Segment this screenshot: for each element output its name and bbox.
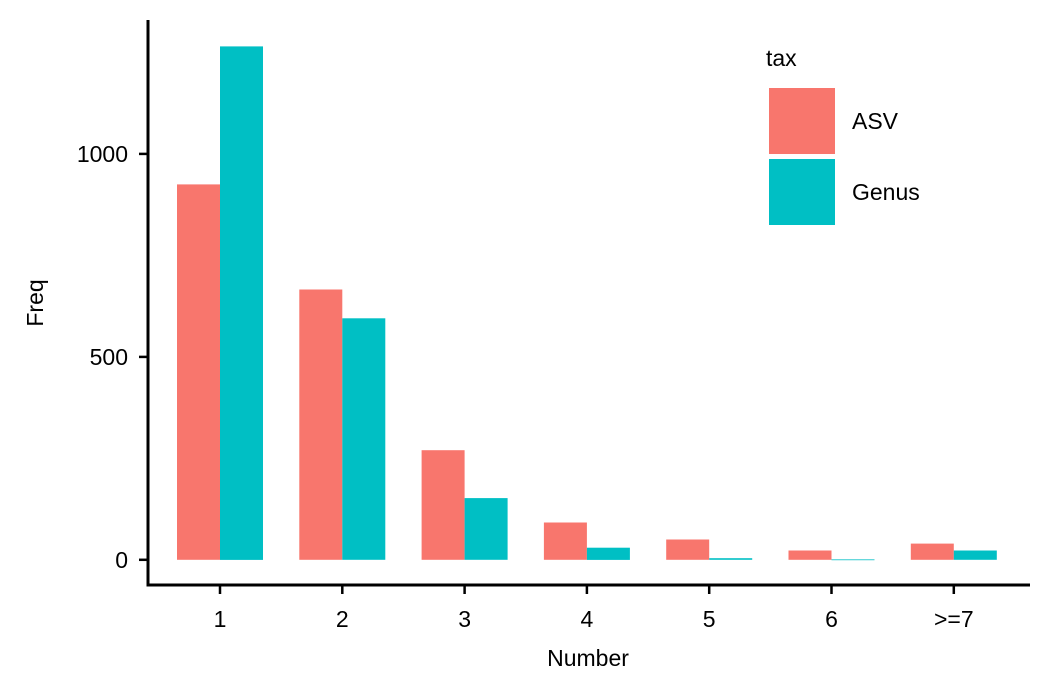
- bar-genus-6: [831, 559, 875, 561]
- x-tick-label: >=7: [934, 606, 974, 632]
- bar-asv-5: [666, 539, 710, 560]
- x-tick-label: 5: [703, 606, 716, 632]
- legend-label-genus: Genus: [852, 179, 920, 205]
- bar-asv-2: [299, 289, 343, 560]
- x-ticks: 1 2 3 4 5 6 >=7: [214, 585, 974, 632]
- legend-title: tax: [766, 45, 797, 71]
- x-axis-label: Number: [547, 645, 629, 671]
- x-tick-label: 3: [458, 606, 471, 632]
- x-tick-label: 2: [336, 606, 349, 632]
- bar-asv-3: [421, 450, 465, 560]
- legend-key-asv: [769, 88, 835, 154]
- bar-genus-2: [342, 318, 386, 560]
- x-tick-label: 1: [214, 606, 227, 632]
- legend: tax ASV Genus: [766, 45, 920, 225]
- y-tick-label: 1000: [77, 141, 128, 167]
- legend-label-asv: ASV: [852, 108, 899, 134]
- bar-genus-5: [709, 558, 753, 560]
- bar-genus-1: [220, 46, 263, 560]
- bar-genus-4: [586, 547, 630, 560]
- bars-layer: [177, 46, 997, 561]
- x-tick-label: 6: [825, 606, 838, 632]
- y-tick-label: 0: [115, 547, 128, 573]
- bar-asv-6: [788, 550, 832, 560]
- y-tick-label: 500: [90, 344, 128, 370]
- y-axis-label: Freq: [22, 279, 48, 326]
- x-tick-label: 4: [581, 606, 594, 632]
- y-ticks: 0 500 1000: [77, 141, 148, 573]
- bar-genus-3: [464, 498, 508, 560]
- bar-genus-7: [953, 550, 997, 560]
- bar-asv-1: [177, 184, 220, 560]
- bar-asv-7: [910, 543, 954, 560]
- bar-asv-4: [543, 522, 587, 560]
- legend-items: ASV Genus: [769, 88, 920, 225]
- legend-key-genus: [769, 159, 835, 225]
